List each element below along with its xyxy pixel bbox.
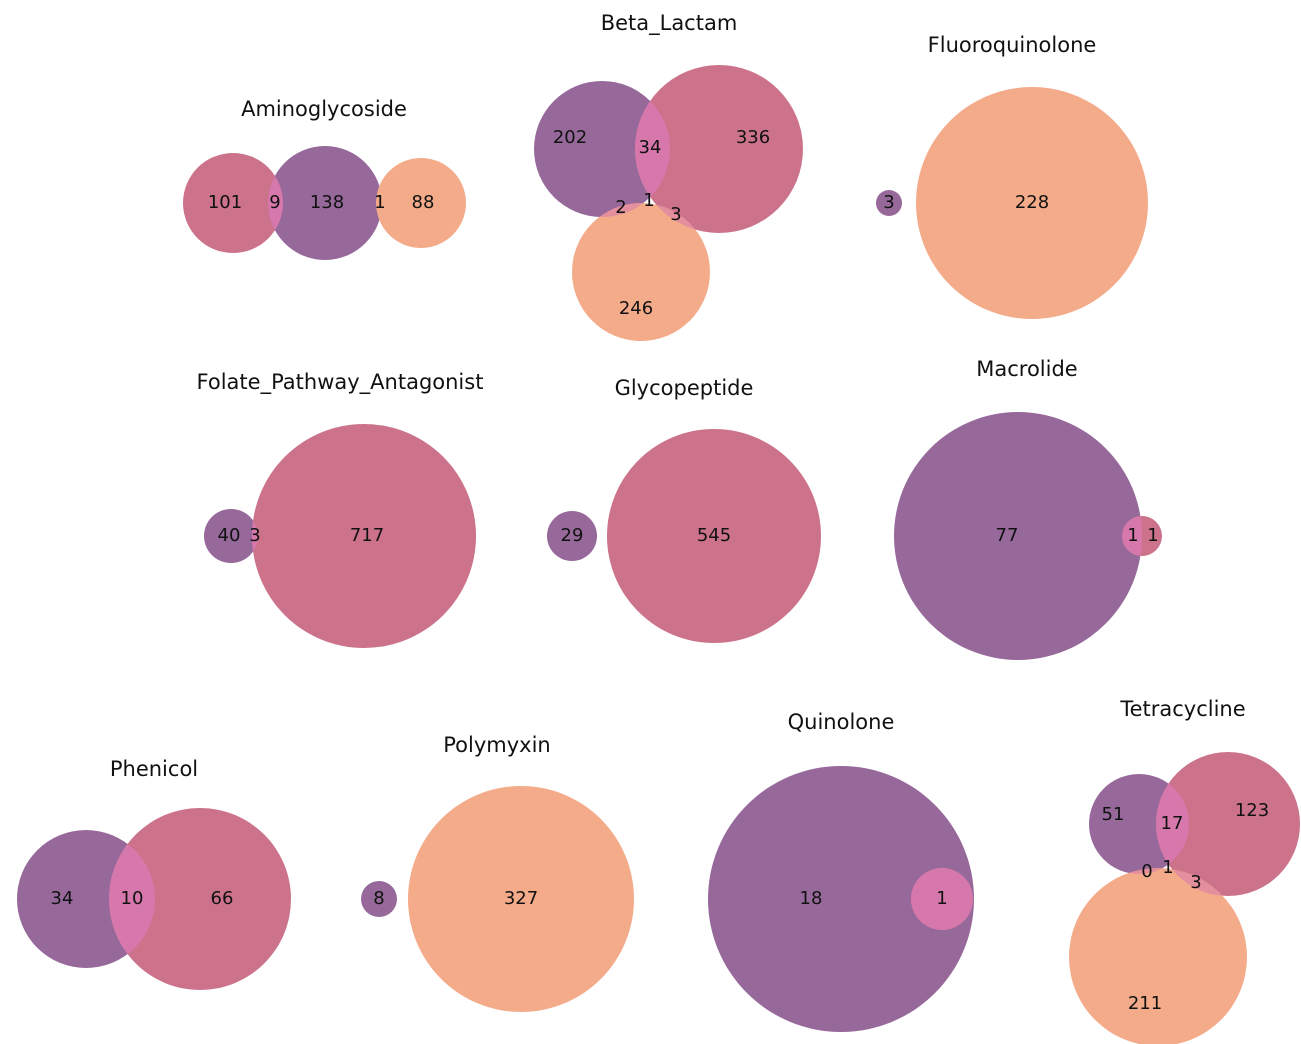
venn-title: Aminoglycoside: [241, 97, 407, 121]
overlap: [1122, 516, 1142, 556]
region-count: 8: [373, 888, 384, 909]
set-circle: [534, 81, 670, 217]
region-count: 3: [1190, 872, 1201, 893]
set-circle: [183, 153, 283, 253]
venn-title: Beta_Lactam: [601, 11, 738, 36]
venn-title: Macrolide: [976, 357, 1077, 381]
set-circle: [547, 511, 597, 561]
region-count: 3: [883, 192, 894, 213]
region-count: 10: [121, 888, 144, 909]
venn: Aminoglycoside 101 9 138 1 88: [183, 97, 466, 260]
set-circle: [268, 146, 382, 260]
region-count: 211: [1128, 993, 1162, 1014]
overlap: [911, 868, 973, 930]
region-count: 246: [619, 298, 653, 319]
set-circle: [635, 65, 803, 233]
region-count: 336: [736, 127, 770, 148]
venn: Folate_Pathway_Antagonist 40 3 717: [197, 370, 484, 648]
region-count: 228: [1015, 192, 1049, 213]
region-count: 1: [374, 192, 385, 213]
region-count: 1: [1127, 525, 1138, 546]
region-count: 3: [249, 525, 260, 546]
region-count: 138: [310, 192, 344, 213]
region-count: 88: [412, 192, 435, 213]
region-count: 66: [211, 888, 234, 909]
region-count: 0: [1141, 861, 1152, 882]
set-circle: [408, 786, 634, 1012]
set-circle: [109, 808, 291, 990]
venn-title: Quinolone: [788, 710, 895, 734]
venn: Macrolide 77 1 1: [894, 357, 1162, 660]
venn-title: Folate_Pathway_Antagonist: [197, 370, 484, 395]
region-count: 18: [800, 888, 823, 909]
venn: Phenicol 34 10 66: [17, 757, 291, 990]
set-circle: [376, 158, 466, 248]
region-count: 101: [208, 192, 242, 213]
set-circle: [894, 412, 1142, 660]
venn: Glycopeptide 29 545: [547, 376, 821, 643]
region-count: 29: [561, 525, 584, 546]
venn-title: Glycopeptide: [615, 376, 754, 400]
region-count: 545: [697, 525, 731, 546]
region-count: 123: [1235, 800, 1269, 821]
region-count: 1: [936, 888, 947, 909]
region-count: 327: [504, 888, 538, 909]
region-count: 51: [1102, 804, 1125, 825]
venn: Beta_Lactam 202 34 336 2 13 246: [534, 11, 803, 341]
region-count: 34: [51, 888, 74, 909]
set-circle: [572, 203, 710, 341]
venn-title: Phenicol: [110, 757, 198, 781]
venn: Quinolone 18 1: [708, 710, 974, 1032]
venn-title: Fluoroquinolone: [928, 33, 1097, 57]
region-count: 17: [1161, 813, 1184, 834]
region-count: 202: [553, 127, 587, 148]
set-circle: [1156, 752, 1300, 896]
region-count: 1: [643, 190, 654, 211]
region-count: 1: [1147, 525, 1158, 546]
venn-title: Tetracycline: [1119, 697, 1245, 721]
set-circle: [1069, 868, 1247, 1044]
region-count: 34: [639, 137, 662, 158]
region-count: 1: [1162, 857, 1173, 878]
region-count: 9: [269, 192, 280, 213]
set-circle: [361, 881, 397, 917]
set-circle: [204, 509, 258, 563]
venn: Polymyxin 8 327: [361, 733, 634, 1012]
region-count: 40: [218, 525, 241, 546]
set-circle: [252, 424, 476, 648]
venn: Fluoroquinolone 3 228: [876, 33, 1148, 319]
set-circle: [607, 429, 821, 643]
region-count: 3: [670, 204, 681, 225]
region-count: 717: [350, 525, 384, 546]
region-count: 2: [615, 197, 626, 218]
venn: Tetracycline 51 17 123 0 13 211: [1069, 697, 1300, 1044]
region-count: 77: [996, 525, 1019, 546]
set-circle: [708, 766, 974, 1032]
set-circle: [916, 87, 1148, 319]
venn-title: Polymyxin: [443, 733, 550, 757]
set-circle: [876, 190, 902, 216]
